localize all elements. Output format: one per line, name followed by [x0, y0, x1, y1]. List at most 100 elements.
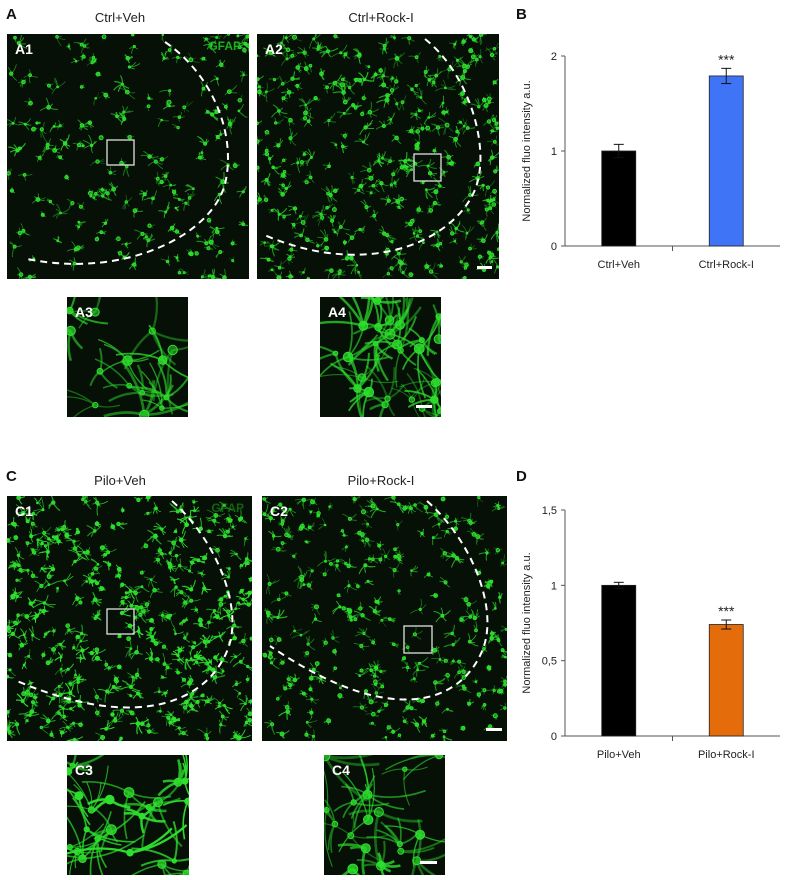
- astrocyte-process: [56, 35, 66, 47]
- astrocyte-soma: [169, 713, 173, 717]
- astrocyte-soma: [491, 117, 497, 123]
- astrocyte-soma: [498, 688, 504, 694]
- astrocyte-process: [189, 505, 200, 512]
- astrocyte-soma: [407, 36, 412, 41]
- astrocyte-process: [378, 37, 390, 55]
- astrocyte-soma: [119, 708, 125, 713]
- astrocyte-process: [433, 607, 451, 623]
- astrocyte-soma: [58, 692, 63, 698]
- astrocyte-soma: [503, 706, 507, 710]
- astrocyte-soma: [257, 77, 260, 81]
- astrocyte-process: [219, 268, 227, 279]
- astrocyte-soma: [78, 854, 87, 863]
- astrocyte-soma: [129, 647, 133, 651]
- astrocyte-soma: [90, 307, 100, 317]
- astrocyte-process: [67, 328, 84, 362]
- astrocyte-soma: [477, 105, 481, 109]
- astrocyte-soma: [414, 55, 419, 60]
- astrocyte-process: [298, 267, 306, 276]
- astrocyte-soma: [306, 277, 311, 279]
- astrocyte-soma: [442, 729, 447, 734]
- astrocyte-process: [431, 519, 444, 529]
- astrocyte-soma: [459, 260, 463, 264]
- astrocyte-soma: [249, 699, 252, 704]
- astrocyte-soma: [63, 579, 67, 583]
- bar-chart-b: Normalized fluo intensity a.u. 0 1 2 Ctrl+Ve…: [505, 30, 790, 290]
- astrocyte-process: [377, 297, 410, 388]
- astrocyte-soma: [197, 617, 203, 623]
- astrocyte-soma: [420, 698, 426, 704]
- astrocyte-soma: [347, 863, 359, 875]
- astrocyte-process: [416, 368, 441, 417]
- astrocyte-soma: [498, 595, 502, 600]
- astrocyte-soma: [197, 155, 202, 160]
- astrocyte-soma: [206, 246, 211, 251]
- astrocyte-process: [319, 45, 339, 58]
- astrocyte-soma: [55, 35, 59, 39]
- astrocyte-soma: [241, 190, 245, 194]
- astrocyte-soma: [489, 635, 494, 641]
- astrocyte-process: [123, 802, 166, 834]
- astrocyte-soma: [338, 605, 342, 609]
- astrocyte-process: [324, 769, 333, 868]
- astrocyte-process: [335, 219, 351, 237]
- astrocyte-process: [120, 593, 132, 600]
- astrocyte-soma: [363, 125, 368, 130]
- astrocyte-soma: [310, 569, 314, 573]
- astrocyte-soma: [110, 524, 116, 530]
- astrocyte-process: [67, 765, 109, 811]
- astrocyte-process: [88, 566, 100, 580]
- astrocyte-soma: [195, 660, 199, 664]
- astrocyte-soma: [222, 533, 228, 539]
- sublabel-a1: A1: [15, 41, 33, 57]
- astrocyte-process: [67, 811, 145, 865]
- astrocyte-soma: [284, 532, 289, 537]
- astrocyte-soma: [209, 660, 213, 664]
- astrocyte-soma: [103, 92, 109, 98]
- astrocyte-soma: [278, 502, 283, 507]
- astrocyte-soma: [73, 559, 77, 564]
- astrocyte-soma: [45, 718, 51, 724]
- astrocyte-soma: [373, 807, 384, 817]
- astrocyte-soma: [79, 42, 84, 47]
- astrocyte-soma: [56, 239, 60, 243]
- astrocyte-soma: [99, 545, 105, 551]
- astrocyte-soma: [94, 581, 100, 586]
- astrocyte-soma: [46, 574, 52, 580]
- astrocyte-process: [419, 159, 437, 169]
- astrocyte-soma: [192, 187, 195, 191]
- astrocyte-process: [244, 535, 249, 546]
- astrocyte-process: [15, 693, 29, 708]
- astrocyte-soma: [193, 654, 198, 659]
- astrocyte-soma: [306, 642, 310, 646]
- astrocyte-soma: [146, 104, 151, 108]
- astrocyte-soma: [153, 533, 158, 539]
- astrocyte-soma: [101, 194, 105, 198]
- astrocyte-soma: [82, 44, 87, 48]
- astrocyte-soma: [484, 207, 489, 212]
- astrocyte-soma: [136, 497, 141, 503]
- astrocyte-soma: [333, 230, 337, 234]
- astrocyte-soma: [368, 699, 374, 705]
- astrocyte-process: [271, 546, 287, 553]
- astrocyte-soma: [394, 79, 399, 84]
- astrocyte-soma: [381, 124, 386, 128]
- astrocyte-soma: [22, 173, 27, 177]
- astrocyte-process: [384, 496, 398, 504]
- astrocyte-soma: [144, 235, 148, 239]
- astrocyte-process: [453, 666, 467, 679]
- astrocyte-process: [196, 135, 210, 145]
- astrocyte-soma: [419, 96, 423, 99]
- astrocyte-soma: [445, 514, 449, 519]
- astrocyte-soma: [462, 63, 467, 69]
- astrocyte-soma: [247, 711, 252, 717]
- astrocyte-soma: [369, 668, 373, 672]
- astrocyte-process: [174, 558, 188, 572]
- astrocyte-process: [68, 722, 82, 730]
- astrocyte-process: [170, 586, 183, 597]
- astrocyte-soma: [68, 690, 73, 695]
- astrocyte-process: [485, 548, 491, 554]
- astrocyte-soma: [267, 654, 273, 660]
- astrocyte-soma: [163, 174, 168, 179]
- astrocyte-soma: [270, 722, 275, 727]
